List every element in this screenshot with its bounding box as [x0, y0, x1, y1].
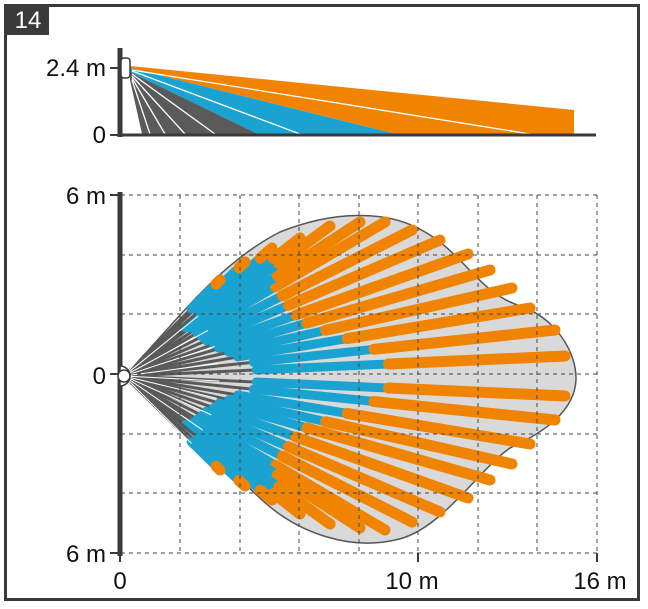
mid-range-ray — [233, 334, 352, 362]
mid-range-ray — [190, 417, 282, 480]
long-range-ray — [282, 234, 446, 311]
side-long-range-zone — [130, 66, 574, 134]
long-range-ray — [341, 302, 536, 345]
mid-range-ray — [224, 395, 331, 427]
long-range-ray — [368, 396, 561, 426]
long-range-ray — [254, 484, 278, 506]
long-range-ray — [210, 460, 226, 476]
y-axis-top-label: 6 m — [66, 183, 106, 210]
mid-range-ray — [190, 271, 282, 335]
side-short-range-zone — [130, 72, 258, 134]
short-range-separator — [123, 375, 192, 444]
mid-range-ray — [251, 377, 394, 393]
side-mid-range-zone — [130, 68, 396, 134]
short-range-separator — [123, 375, 217, 399]
long-range-ray — [276, 224, 418, 302]
mid-range-ray — [193, 253, 265, 317]
long-range-ray — [271, 469, 366, 534]
top-view: 6 m 0 6 m 0 10 m 16 m — [66, 183, 627, 595]
mid-range-ray — [233, 390, 352, 418]
mid-range-ray — [208, 310, 301, 349]
long-range-ray — [273, 481, 336, 530]
long-range-ray — [383, 350, 571, 370]
side-beam-lines — [131, 69, 531, 135]
mid-range-ray — [201, 300, 293, 346]
long-range-ray — [268, 232, 306, 265]
long-range-ray — [341, 407, 536, 450]
mid-range-ray — [181, 254, 279, 333]
short-range-separator — [123, 375, 220, 382]
mid-range-ray — [192, 282, 280, 338]
detector-lens — [117, 369, 131, 383]
long-range-ray — [320, 282, 518, 336]
short-range-separator — [123, 375, 212, 416]
detection-fan — [122, 216, 571, 536]
side-zero-label: 0 — [93, 122, 106, 149]
long-range-ray — [254, 242, 278, 264]
long-range-ray — [233, 475, 251, 492]
long-range-ray — [320, 416, 518, 470]
side-view: 2.4 m 0 — [46, 48, 596, 149]
short-range-separator — [123, 293, 172, 377]
long-range-ray — [290, 248, 474, 321]
short-range-separator — [123, 375, 203, 431]
x-axis-tick-label: 16 m — [573, 568, 626, 595]
long-range-ray — [210, 274, 226, 290]
long-range-ray — [271, 216, 366, 282]
side-height-label: 2.4 m — [46, 55, 106, 82]
figure-frame — [4, 4, 640, 601]
long-range-ray — [233, 256, 251, 274]
long-range-ray — [368, 324, 561, 355]
mid-range-ray — [214, 318, 312, 353]
x-axis-tick-label: 10 m — [385, 568, 438, 595]
y-axis-zero-label: 0 — [93, 363, 106, 390]
long-range-ray — [282, 441, 446, 518]
mid-range-ray — [248, 344, 379, 367]
short-range-separator — [123, 303, 187, 377]
long-range-ray — [269, 216, 391, 293]
long-range-ray — [290, 431, 474, 504]
long-range-ray — [273, 220, 336, 269]
mid-range-ray — [214, 398, 312, 433]
mid-range-ray — [186, 279, 221, 314]
short-range-separator — [123, 315, 199, 377]
side-detector-icon — [120, 57, 131, 79]
mid-range-ray — [197, 410, 287, 461]
grid-lines — [121, 194, 598, 554]
mid-range-ray — [201, 406, 293, 452]
mid-range-ray — [224, 325, 331, 357]
long-range-ray — [301, 422, 496, 486]
short-range-separator — [123, 375, 179, 455]
long-range-ray — [268, 487, 306, 520]
mid-range-ray — [197, 291, 287, 342]
figure-number-badge: 14 — [7, 7, 49, 35]
y-axis-bottom-label: 6 m — [66, 541, 106, 568]
mid-range-ray — [251, 359, 394, 375]
short-range-separator — [123, 330, 208, 377]
long-range-ray — [276, 450, 418, 528]
mid-range-ray — [186, 437, 221, 471]
x-axis-tick-label: 0 — [113, 568, 126, 595]
mid-range-ray — [248, 384, 379, 407]
mid-range-ray — [208, 403, 301, 442]
long-range-ray — [269, 459, 391, 536]
short-range-ray — [122, 307, 193, 378]
short-range-separator — [123, 346, 215, 377]
